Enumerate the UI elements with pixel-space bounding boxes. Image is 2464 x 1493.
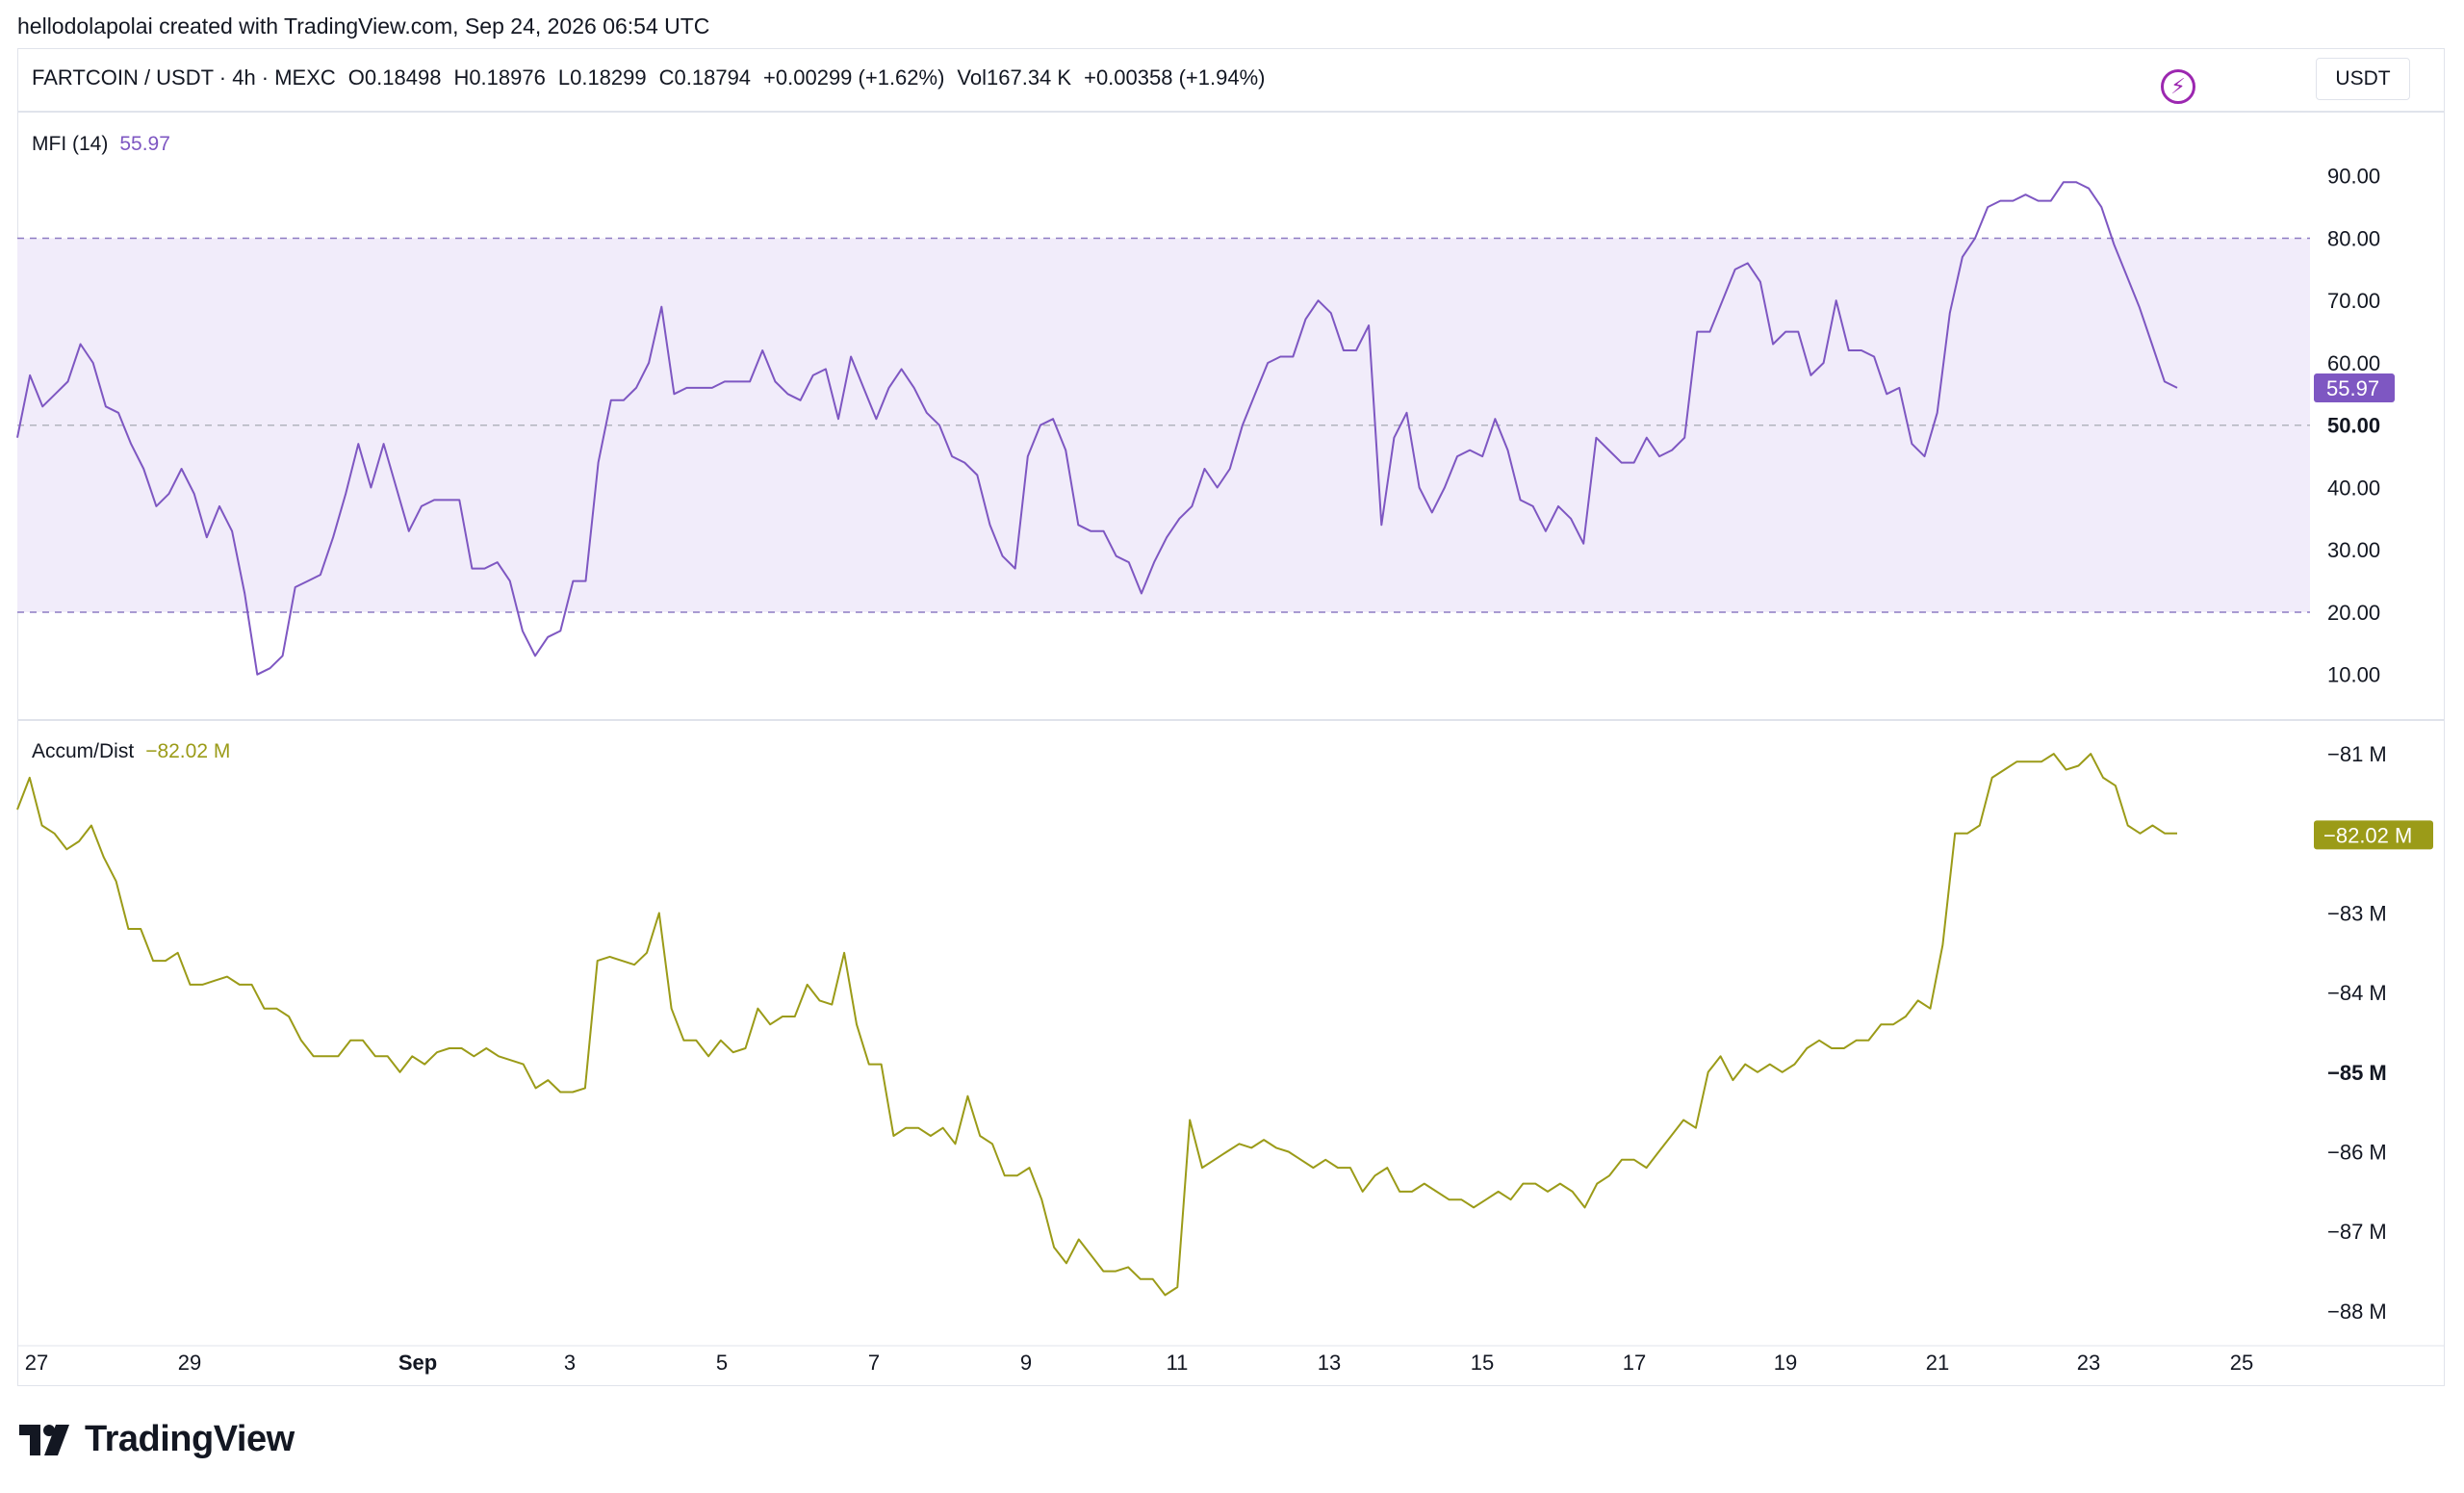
- x-tick-label: 27: [25, 1351, 48, 1375]
- mfi-y-tick-label: 30.00: [2327, 538, 2380, 562]
- change-value: +0.00299 (+1.62%): [763, 65, 945, 90]
- ad-series-line[interactable]: [16, 753, 2177, 1297]
- mfi-indicator-name: MFI (14): [32, 133, 109, 155]
- x-tick-label: 3: [564, 1351, 576, 1375]
- x-tick-label: 13: [1318, 1351, 1341, 1375]
- mfi-y-tick-label: 10.00: [2327, 663, 2380, 687]
- ad-pane-label[interactable]: Accum/Dist −82.02 M: [32, 740, 230, 763]
- ad-current-value: −82.02 M: [145, 740, 231, 762]
- x-tick-label: 5: [716, 1351, 728, 1375]
- chart-frame: [17, 48, 2445, 1386]
- ad-y-tick-label: −86 M: [2327, 1141, 2387, 1165]
- mfi-series-line[interactable]: [16, 181, 2178, 676]
- mfi-y-tick-label: 50.00: [2327, 414, 2380, 438]
- x-tick-label: 7: [868, 1351, 880, 1375]
- high-value: H0.18976: [453, 65, 546, 90]
- close-value: C0.18794: [658, 65, 752, 90]
- open-value: O0.18498: [347, 65, 442, 90]
- ad-y-tick-label: −81 M: [2327, 742, 2387, 766]
- volume-change-value: +0.00358 (+1.94%): [1084, 65, 1266, 90]
- mfi-current-value-tag-text: 55.97: [2326, 376, 2379, 400]
- x-tick-label: 21: [1926, 1351, 1949, 1375]
- x-tick-label: 9: [1020, 1351, 1032, 1375]
- x-tick-label: 25: [2230, 1351, 2253, 1375]
- ad-y-tick-label: −87 M: [2327, 1220, 2387, 1244]
- x-tick-label: 19: [1774, 1351, 1797, 1375]
- mfi-y-tick-label: 60.00: [2327, 351, 2380, 375]
- mfi-current-value: 55.97: [119, 133, 170, 155]
- tradingview-logo[interactable]: TradingView: [19, 1419, 295, 1460]
- ad-y-tick-label: −83 M: [2327, 901, 2387, 925]
- ad-current-value-tag-text: −82.02 M: [2323, 823, 2412, 847]
- ad-y-tick-label: −88 M: [2327, 1300, 2387, 1324]
- tradingview-logo-icon: [19, 1424, 69, 1455]
- x-tick-label: 23: [2077, 1351, 2100, 1375]
- x-tick-label: Sep: [398, 1351, 437, 1375]
- x-tick-label: 17: [1623, 1351, 1646, 1375]
- lightning-icon[interactable]: ⚡︎: [2161, 69, 2195, 104]
- volume-value: Vol167.34 K: [957, 65, 1072, 90]
- mfi-y-tick-label: 70.00: [2327, 289, 2380, 313]
- x-tick-label: 29: [178, 1351, 201, 1375]
- mfi-pane-label[interactable]: MFI (14) 55.97: [32, 133, 170, 156]
- ad-y-tick-label: −85 M: [2327, 1061, 2387, 1085]
- mfi-current-value-tag: [2314, 373, 2395, 403]
- x-tick-label: 11: [1167, 1351, 1189, 1375]
- mfi-y-tick-label: 90.00: [2327, 165, 2380, 189]
- low-value: L0.18299: [557, 65, 647, 90]
- ad-indicator-name: Accum/Dist: [32, 740, 135, 762]
- ad-y-tick-label: −84 M: [2327, 981, 2387, 1005]
- mfi-y-tick-label: 20.00: [2327, 601, 2380, 625]
- ad-current-value-tag: [2314, 820, 2433, 850]
- tradingview-logo-text: TradingView: [85, 1419, 295, 1459]
- symbol-label[interactable]: FARTCOIN / USDT · 4h · MEXC: [32, 65, 336, 90]
- symbol-header: FARTCOIN / USDT · 4h · MEXC O0.18498 H0.…: [32, 65, 1277, 90]
- currency-button[interactable]: USDT: [2316, 58, 2410, 100]
- chart-credit: hellodolapolai created with TradingView.…: [17, 13, 710, 39]
- mfi-y-tick-label: 40.00: [2327, 476, 2380, 500]
- x-tick-label: 15: [1471, 1351, 1494, 1375]
- mfi-y-tick-label: 80.00: [2327, 226, 2380, 250]
